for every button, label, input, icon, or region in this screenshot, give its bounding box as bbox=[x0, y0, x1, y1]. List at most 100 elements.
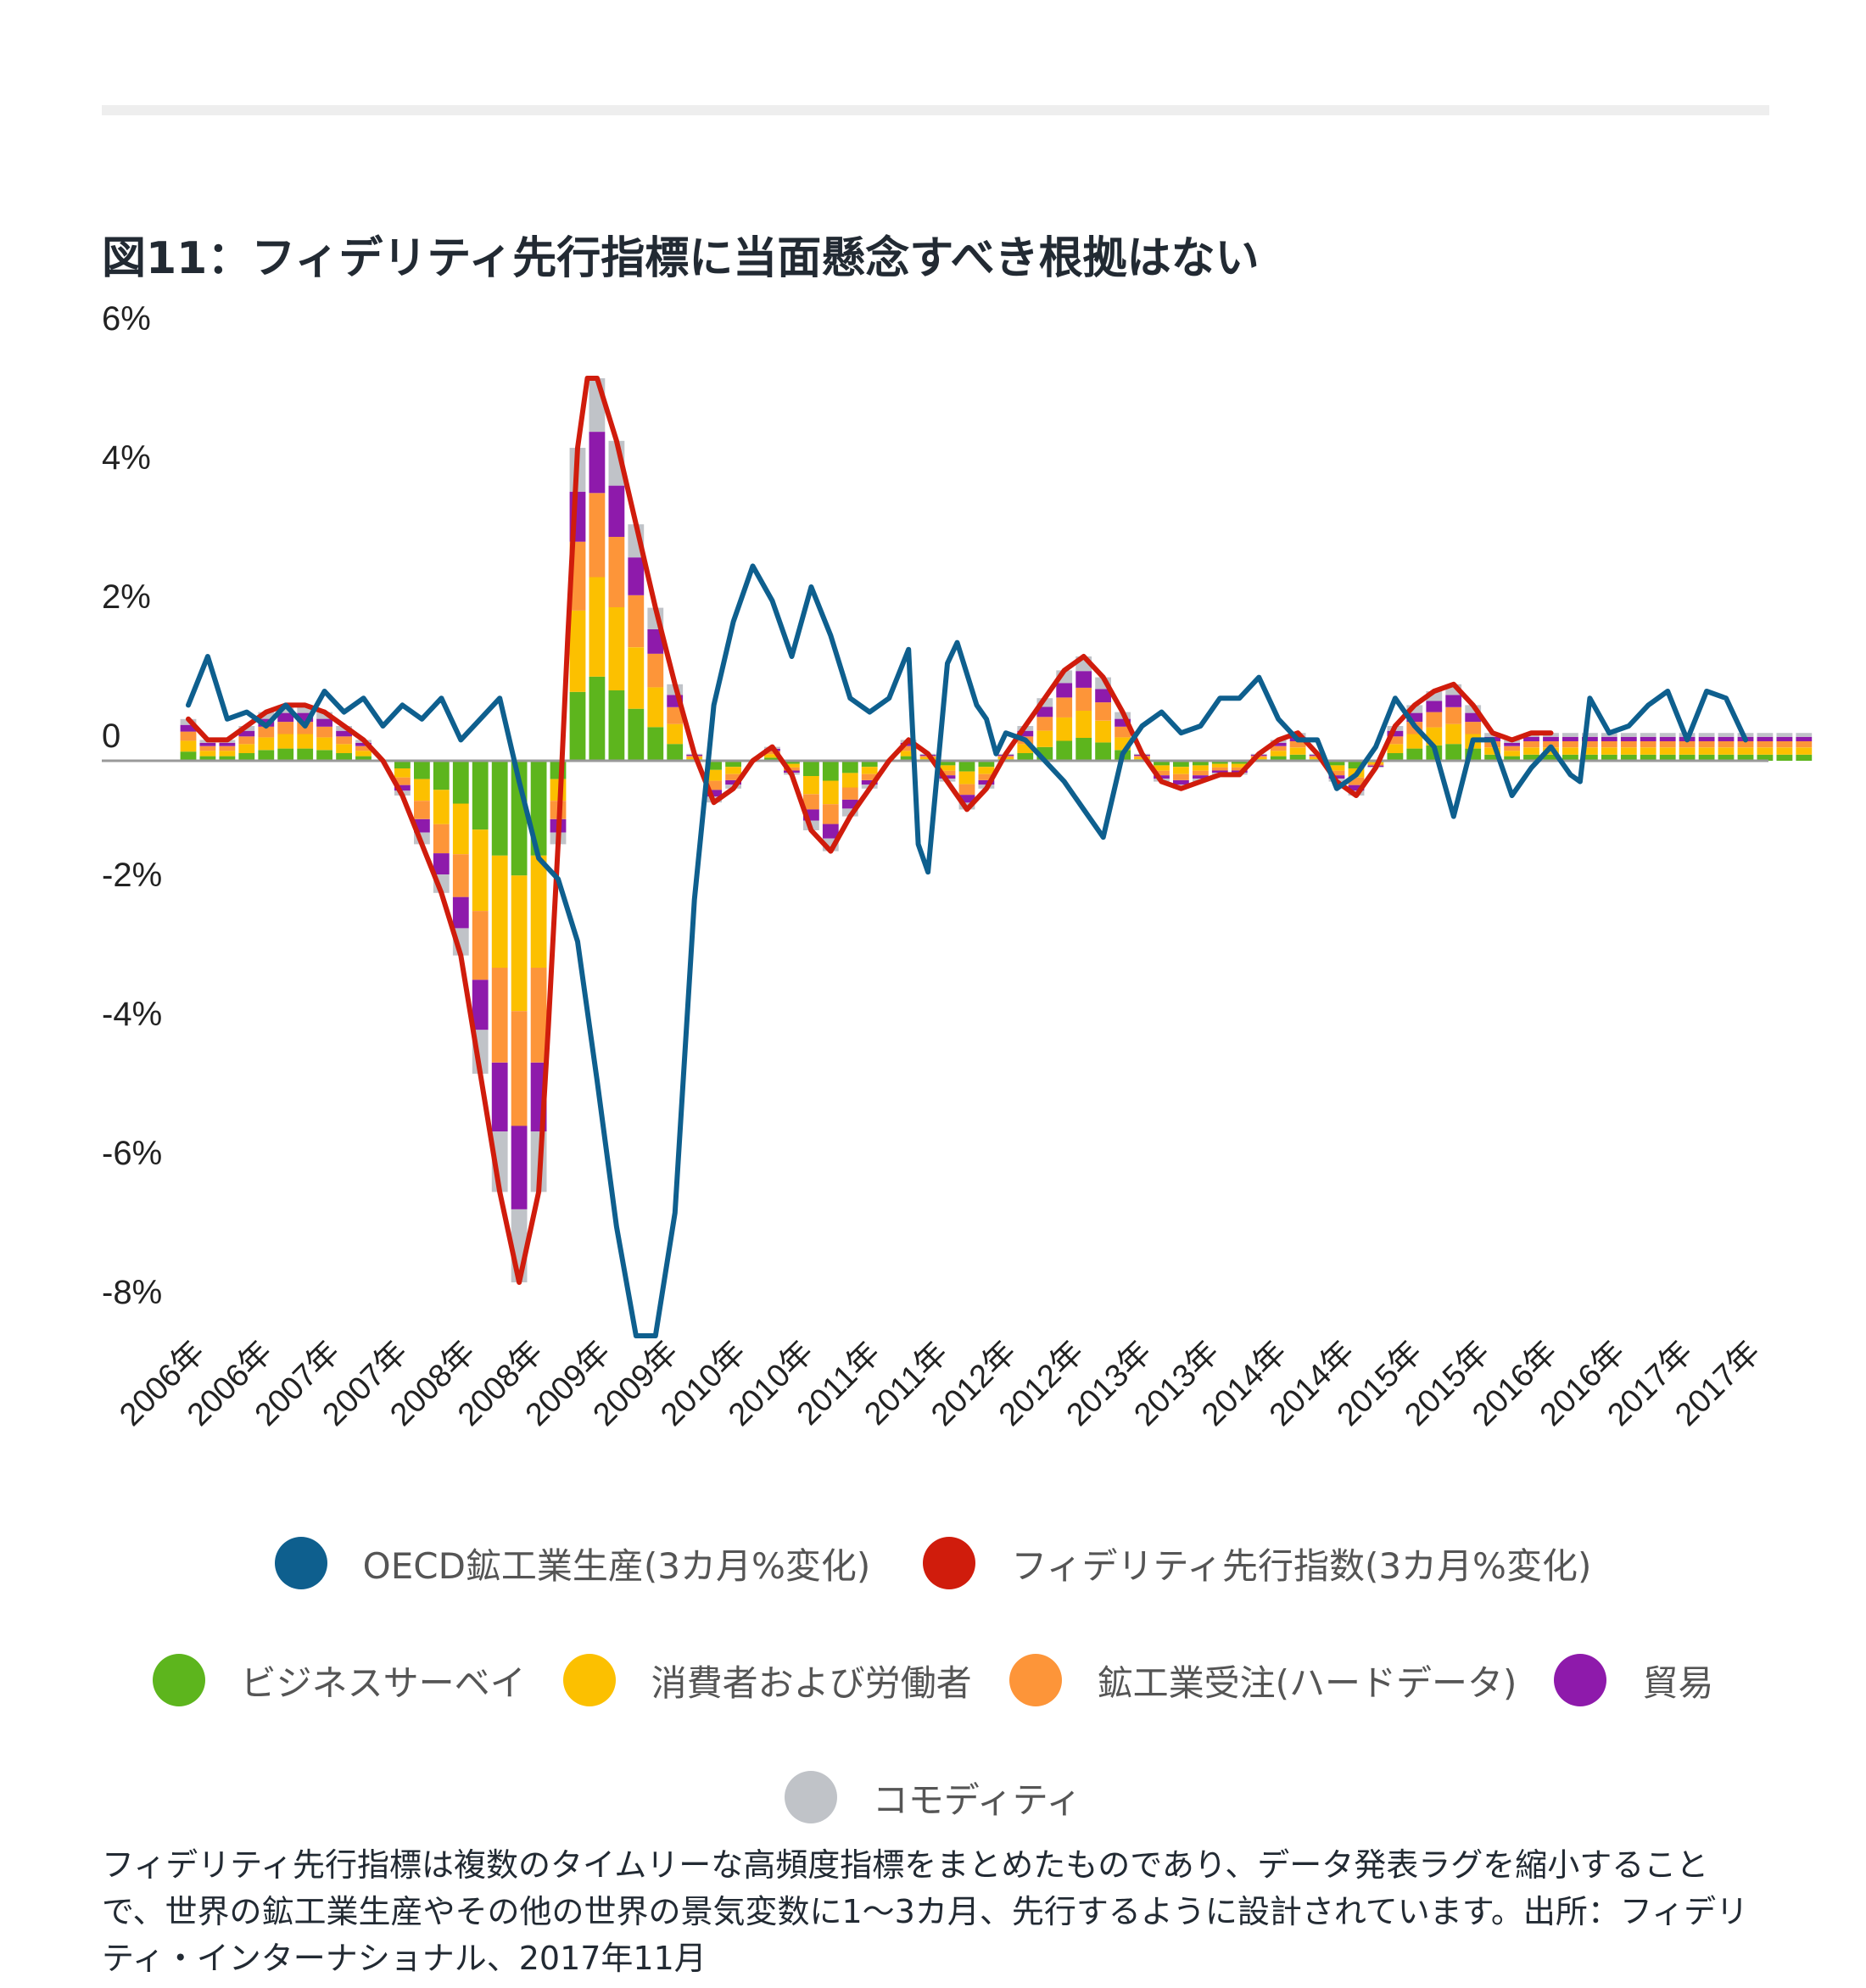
legend-item-commodity[interactable]: コモディティ bbox=[784, 1771, 1081, 1823]
bar-segment bbox=[958, 795, 975, 803]
bar-segment bbox=[1193, 770, 1209, 776]
bar-segment bbox=[1328, 761, 1345, 766]
bar-segment bbox=[1523, 741, 1539, 748]
bar-segment bbox=[219, 751, 236, 757]
bar-segment bbox=[1095, 742, 1111, 761]
bar-segment bbox=[336, 736, 352, 745]
bar-segment bbox=[1484, 747, 1500, 755]
bar-segment bbox=[1718, 747, 1735, 755]
bar-segment bbox=[589, 432, 606, 494]
bar-segment bbox=[1406, 748, 1423, 761]
bar-segment bbox=[1737, 741, 1754, 748]
bar-segment bbox=[647, 628, 664, 654]
bar-segment bbox=[1115, 726, 1131, 738]
bar-segment bbox=[1543, 736, 1559, 741]
bar-segment bbox=[199, 746, 216, 751]
legend-label: ビジネスサーベイ bbox=[240, 1661, 526, 1704]
legend-swatch bbox=[784, 1771, 837, 1823]
chart-area: 6%4%2%0-2%-4%-6%-8%2006年2006年2007年2007年2… bbox=[102, 300, 1813, 1433]
bar-segment bbox=[1620, 733, 1637, 737]
fidelity-index-line bbox=[186, 376, 1554, 1285]
bar-segment bbox=[394, 761, 411, 768]
legend-item-consumers[interactable]: 消費者および労働者 bbox=[562, 1654, 972, 1706]
bar-segment bbox=[472, 911, 489, 980]
bar-segment bbox=[1426, 712, 1443, 728]
legend-swatch bbox=[923, 1537, 976, 1589]
bar-segment bbox=[1154, 775, 1170, 779]
bar-segment bbox=[1017, 744, 1034, 753]
bar-segment bbox=[900, 742, 917, 746]
bar-segment bbox=[1289, 747, 1306, 755]
bar-segment bbox=[1562, 747, 1578, 755]
legend-label: フィデリティ先行指数(3カ月%変化) bbox=[1011, 1544, 1592, 1587]
bar-segment bbox=[394, 768, 411, 778]
legend-swatch bbox=[1008, 1654, 1062, 1706]
bar-segment bbox=[199, 751, 216, 757]
y-tick-label: 0 bbox=[102, 718, 120, 755]
bar-segment bbox=[1776, 736, 1793, 741]
bar-segment bbox=[1698, 741, 1715, 748]
bar-segment bbox=[199, 742, 216, 746]
bar-segment bbox=[1348, 761, 1365, 768]
bar-segment bbox=[608, 537, 625, 607]
bar-segment bbox=[569, 610, 586, 692]
bar-segment bbox=[1757, 754, 1774, 761]
bar-segment bbox=[277, 748, 294, 761]
bar-segment bbox=[1659, 736, 1676, 741]
bar-segment bbox=[1387, 730, 1404, 737]
bar-segment bbox=[1504, 756, 1520, 761]
bar-segment bbox=[1757, 747, 1774, 755]
bar-segment bbox=[1523, 747, 1539, 755]
bar-segment bbox=[978, 773, 995, 780]
bar-segment bbox=[569, 691, 586, 761]
chart-caption: フィデリティ先行指標は複数のタイムリーな高頻度指標をまとめたものであり、データ発… bbox=[102, 1846, 1749, 1977]
bar-segment bbox=[1640, 733, 1656, 737]
bar-segment bbox=[725, 767, 741, 774]
bar-segment bbox=[394, 785, 411, 791]
bar-segment bbox=[1698, 747, 1715, 755]
bar-segment bbox=[1582, 733, 1598, 737]
bar-segment bbox=[1757, 736, 1774, 741]
bar-segment bbox=[297, 734, 314, 749]
bar-segment bbox=[1387, 753, 1404, 761]
bar-segment bbox=[1640, 741, 1656, 748]
bar-segment bbox=[433, 761, 450, 790]
bar-segment bbox=[978, 761, 995, 768]
bar-segment bbox=[297, 705, 314, 713]
bar-segment bbox=[822, 824, 839, 839]
bar-segment bbox=[1056, 683, 1073, 698]
bar-segment bbox=[1115, 718, 1131, 727]
bar-segment bbox=[238, 730, 255, 737]
bar-segment bbox=[1231, 761, 1248, 764]
bar-segment bbox=[803, 794, 819, 810]
bar-segment bbox=[1796, 754, 1813, 761]
legend-item-orders[interactable]: 鉱工業受注(ハードデータ) bbox=[1008, 1654, 1517, 1706]
bar-segment bbox=[1523, 754, 1539, 761]
bar-segment bbox=[1348, 785, 1365, 791]
bar-segment bbox=[1445, 695, 1462, 707]
bar-segment bbox=[1582, 741, 1598, 748]
bar-segment bbox=[706, 769, 722, 781]
bar-segment bbox=[861, 780, 878, 785]
bar-segment bbox=[1036, 706, 1053, 718]
legend-item-business-survey[interactable]: ビジネスサーベイ bbox=[152, 1654, 526, 1706]
bar-segment bbox=[219, 756, 236, 761]
bar-segment bbox=[219, 742, 236, 746]
y-tick-label: -6% bbox=[102, 1135, 162, 1172]
bar-segment bbox=[414, 761, 430, 779]
legend-item-fidelity-index[interactable]: フィデリティ先行指数(3カ月%変化) bbox=[923, 1537, 1591, 1589]
bar-segment bbox=[238, 736, 255, 745]
legend-item-trade[interactable]: 貿易 bbox=[1554, 1654, 1713, 1706]
bar-segment bbox=[841, 787, 858, 800]
bar-segment bbox=[861, 773, 878, 780]
y-tick-label: -2% bbox=[102, 857, 162, 894]
bar-segment bbox=[1406, 705, 1423, 713]
bar-segment bbox=[1426, 701, 1443, 712]
bar-segment bbox=[491, 855, 508, 968]
bar-segment bbox=[1445, 706, 1462, 724]
bar-segment bbox=[1056, 717, 1073, 741]
legend-item-oecd[interactable]: OECD鉱工業生産(3カ月%変化) bbox=[274, 1537, 870, 1589]
bar-segment bbox=[511, 1125, 528, 1209]
bar-segment bbox=[919, 757, 936, 760]
bar-segment bbox=[433, 790, 450, 824]
